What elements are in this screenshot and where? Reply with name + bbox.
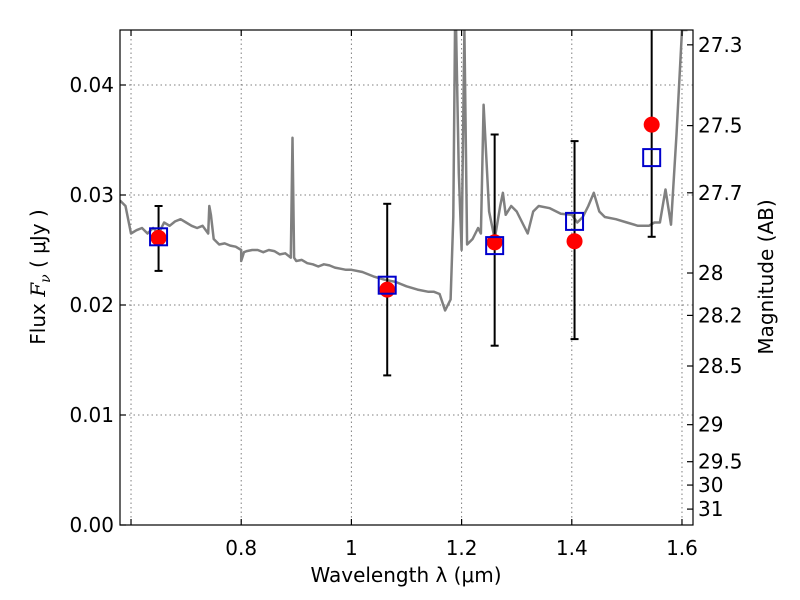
- data-point-circle: [379, 281, 396, 298]
- x-tick-label: 0.8: [225, 536, 257, 560]
- y2-tick-label: 28: [698, 261, 723, 285]
- x-tick-label: 1: [345, 536, 358, 560]
- y2-tick-label: 27.3: [698, 33, 743, 57]
- x-tick-label: 1.4: [556, 536, 588, 560]
- y-tick-label: 0.01: [69, 403, 114, 427]
- circle-layer: [150, 116, 660, 298]
- data-point-square: [149, 227, 169, 247]
- y2-tick-label: 30: [698, 473, 723, 497]
- y-tick-label: 0.02: [69, 293, 114, 317]
- plot-area: [120, 30, 688, 377]
- data-point-circle: [150, 229, 167, 246]
- grid-layer: [120, 30, 693, 525]
- x-axis-label: Wavelength λ (μm): [310, 563, 501, 587]
- data-point-circle: [643, 116, 660, 133]
- y-tick-label: 0.03: [69, 183, 114, 207]
- y2-tick-label: 28.5: [698, 354, 743, 378]
- y2-tick-label: 27.5: [698, 114, 743, 138]
- y2-tick-label: 27.7: [698, 181, 743, 205]
- y-tick-label: 0.00: [69, 513, 114, 537]
- y2-axis-label: Magnitude (AB): [754, 199, 778, 354]
- y-axis-ticks: 0.00 0.01 0.02 0.03 0.04: [69, 73, 126, 537]
- y2-tick-label: 28.2: [698, 303, 743, 327]
- x-tick-label: 1.6: [666, 536, 698, 560]
- data-point-square: [377, 275, 397, 295]
- x-axis-ticks: 0.8 1 1.2 1.4 1.6: [130, 30, 698, 560]
- data-point-circle: [566, 233, 583, 250]
- errorbar-layer: [154, 30, 656, 377]
- data-point-square: [485, 236, 505, 256]
- y2-tick-label: 29.5: [698, 450, 743, 474]
- data-point-circle: [486, 234, 503, 251]
- data-point-square: [642, 148, 662, 168]
- y-axis-label: Flux Fν ( μJy ): [26, 209, 54, 344]
- y-tick-label: 0.04: [69, 73, 114, 97]
- plot-frame: [119, 29, 694, 526]
- y2-tick-label: 29: [698, 413, 723, 437]
- spectrum-layer: [120, 30, 688, 312]
- square-layer: [149, 148, 662, 295]
- x-tick-label: 1.2: [446, 536, 478, 560]
- spectrum-line: [120, 30, 688, 312]
- data-point-square: [565, 211, 585, 231]
- y2-tick-label: 31: [698, 497, 723, 521]
